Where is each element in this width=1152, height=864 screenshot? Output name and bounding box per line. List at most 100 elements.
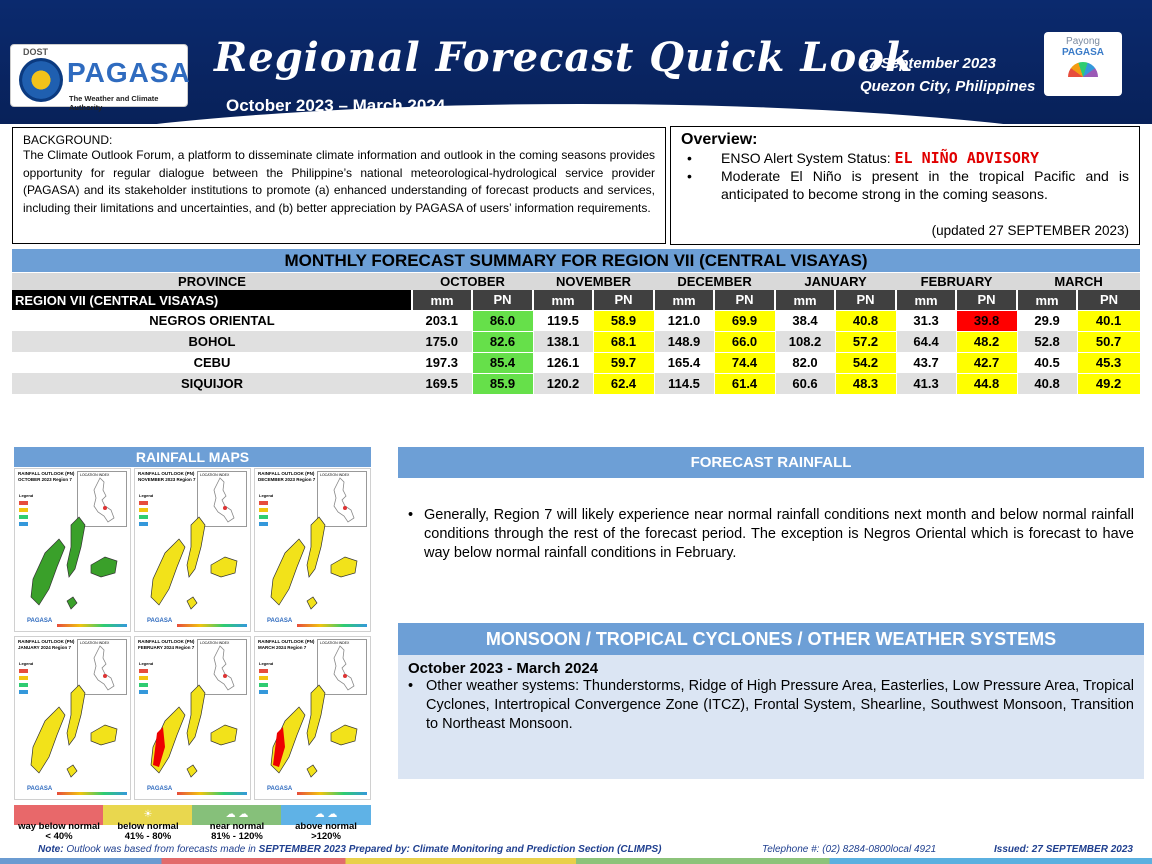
philippines-outline-icon [213,477,235,523]
pn-header: PN [834,290,897,310]
mm-value: 197.3 [412,352,472,373]
map-footer-logo: PAGASA [267,618,293,624]
map-footer: PAGASA [257,783,368,797]
rainfall-maps-title: RAINFALL MAPS [14,447,371,467]
mm-header: mm [895,290,957,310]
mm-value: 41.3 [896,373,957,394]
footer-color-bar [0,858,1152,864]
month-header: OCTOBER [412,273,534,290]
location-index-label: LOCATION INDEX [320,641,350,645]
region-vii-map [270,684,358,778]
philippines-outline-icon [213,645,235,691]
pn-value: 44.8 [955,372,1018,395]
pagasa-seal-icon [19,58,63,102]
map-footer: PAGASA [17,783,128,797]
mm-value: 60.6 [775,373,836,394]
province-name: SIQUIJOR [12,373,412,394]
mm-value: 114.5 [654,373,715,394]
map-footer-logo: PAGASA [267,786,293,792]
pn-value: 57.2 [834,330,897,353]
rainfall-map: RAINFALL OUTLOOK (PN) JANUARY 2024 Regio… [14,636,131,800]
sub-header-row: REGION VII (CENTRAL VISAYAS) mm PN mm PN mm PN… [12,290,1141,310]
mm-value: 38.4 [775,310,836,331]
location-index-label: LOCATION INDEX [320,473,350,477]
location-index-label: LOCATION INDEX [80,473,110,477]
mm-header: mm [774,290,836,310]
location-index-map: LOCATION INDEX [77,639,127,695]
pn-value: 82.6 [471,330,534,353]
footer-telephone: Telephone #: (02) 8284-0800local 4921 [762,844,937,855]
forecast-rainfall-text: Generally, Region 7 will likely experien… [408,506,1134,563]
location-index-label: LOCATION INDEX [200,641,230,645]
mm-value: 64.4 [896,331,957,352]
dost-label: DOST [23,47,49,57]
legend-swatch [259,508,268,512]
legend-swatch [19,669,28,673]
month-header: DECEMBER [654,273,776,290]
pn-value: 58.9 [592,309,655,332]
legend-swatch [259,522,268,526]
legend-label: way below normal < 40% [11,822,107,842]
table-title: MONTHLY FORECAST SUMMARY FOR REGION VII … [12,249,1140,272]
monsoon-period: October 2023 - March 2024 [408,660,599,677]
legend-swatch [19,515,28,519]
footer-issued: Issued: 27 SEPTEMBER 2023 [994,844,1133,855]
pn-value: 48.3 [834,372,897,395]
legend-category: near normal [209,821,265,832]
location-index-label: LOCATION INDEX [80,641,110,645]
legend-swatch [259,669,268,673]
map-footer-logo: PAGASA [147,786,173,792]
mm-value: 175.0 [412,331,472,352]
forecast-table-body: PROVINCE OCTOBER NOVEMBER DECEMBER JANUARY FE… [12,273,1141,395]
map-title: RAINFALL OUTLOOK (PN) JANUARY 2024 Regio… [18,639,75,650]
monsoon-list: Other weather systems: Thunderstorms, Ri… [408,677,1134,734]
rainfall-map: RAINFALL OUTLOOK (PN) DECEMBER 2023 Regi… [254,468,371,632]
pagasa-tagline: The Weather and Climate Authority [69,94,159,112]
rainfall-map: RAINFALL OUTLOOK (PN) NOVEMBER 2023 Regi… [134,468,251,632]
mm-value: 52.8 [1017,331,1078,352]
pn-value: 40.8 [834,309,897,332]
location-index-map: LOCATION INDEX [77,471,127,527]
pn-value: 69.9 [713,309,776,332]
location-index-map: LOCATION INDEX [197,639,247,695]
pn-value: 50.7 [1076,330,1141,353]
overview-section: Overview: ENSO Alert System Status: EL N… [670,126,1140,245]
legend-category: way below normal [18,821,100,832]
payong-pagasa-label: PAGASA [1061,47,1105,58]
map-title: RAINFALL OUTLOOK (PN) FEBRUARY 2024 Regi… [138,639,195,650]
monsoon-section: October 2023 - March 2024 Other weather … [398,655,1144,779]
map-footer-bar [177,624,247,627]
pn-value: 86.0 [471,309,534,332]
mm-value: 203.1 [412,310,472,331]
pn-value: 62.4 [592,372,655,395]
map-legend-heading: Legend [19,661,34,666]
legend-swatch [139,683,148,687]
philippines-outline-icon [333,477,355,523]
province-name: BOHOL [12,331,412,352]
rainfall-map: RAINFALL OUTLOOK (PN) MARCH 2024 Region … [254,636,371,800]
enso-status: EL NIÑO ADVISORY [894,149,1040,167]
mm-value: 29.9 [1017,310,1078,331]
rainfall-legend: ☀ ☁ ☁ ☁ ☁ [14,805,371,825]
mm-value: 40.5 [1017,352,1078,373]
legend-category: below normal [117,821,179,832]
legend-swatch [139,515,148,519]
forecast-rainfall-list: Generally, Region 7 will likely experien… [408,506,1134,563]
pagasa-logo-text: PAGASA [67,57,191,88]
pagasa-logo: DOST PAGASA The Weather and Climate Auth… [10,44,191,112]
forecast-table: PROVINCE OCTOBER NOVEMBER DECEMBER JANUARY FE… [12,273,1141,395]
legend-swatch [139,522,148,526]
map-legend: Legend [259,493,289,526]
pn-value: 45.3 [1076,351,1141,374]
map-footer: PAGASA [17,615,128,629]
pn-value: 85.9 [471,372,534,395]
map-footer-bar [57,624,127,627]
region-label: REGION VII (CENTRAL VISAYAS) [12,290,412,310]
mm-value: 138.1 [533,331,594,352]
overview-heading: Overview: [681,131,758,148]
map-legend-heading: Legend [259,493,274,498]
map-footer: PAGASA [137,783,248,797]
legend-swatch [19,501,28,505]
footer-note: Note: Outlook was based from forecasts m… [38,844,662,855]
issue-place: Quezon City, Philippines [860,78,1036,95]
